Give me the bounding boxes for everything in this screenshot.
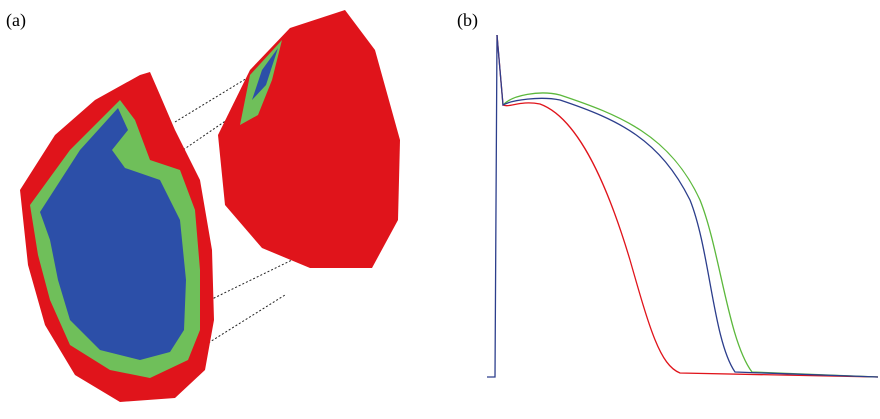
- heart-render: [20, 10, 400, 402]
- baseline: [487, 34, 498, 378]
- trace-red: [496, 34, 879, 378]
- heart-section-inner: [252, 48, 278, 100]
- panel-label: (a): [6, 10, 26, 31]
- panel-label: (b): [457, 10, 478, 31]
- trace-blue: [496, 34, 879, 378]
- heart-section: [218, 10, 400, 268]
- traces: [487, 34, 879, 378]
- trace-green: [502, 92, 879, 378]
- heart-inner: [40, 108, 186, 360]
